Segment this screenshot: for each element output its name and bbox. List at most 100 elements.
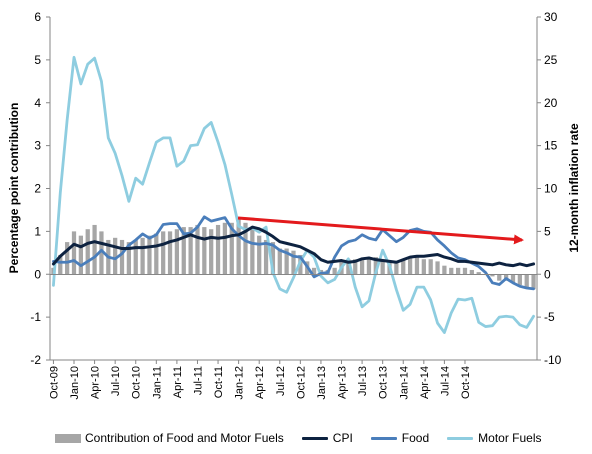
right-tick-label: -10 <box>544 353 562 367</box>
series-line-cpi <box>51 225 536 268</box>
contribution-bar <box>490 274 495 277</box>
contribution-bar <box>311 267 317 275</box>
contribution-bar <box>58 254 63 275</box>
contribution-bar <box>71 231 77 275</box>
contribution-bar <box>291 250 296 275</box>
legend-label: CPI <box>332 431 353 445</box>
series-line-motor-fuels <box>52 55 535 334</box>
contribution-bar <box>167 231 173 275</box>
contribution-bar <box>510 274 516 283</box>
right-tick-label: 25 <box>544 53 558 67</box>
x-tick-label: Jan-14 <box>398 366 410 400</box>
contribution-bar <box>380 259 385 275</box>
x-tick-label: Apr-12 <box>254 366 266 399</box>
legend-item-cpi: CPI <box>301 431 353 445</box>
x-tick-label: Oct-11 <box>213 366 225 398</box>
contribution-bar <box>222 222 228 275</box>
x-tick-label: Oct-13 <box>378 366 390 399</box>
contribution-bar <box>373 257 378 275</box>
x-tick-label: Jan-12 <box>234 366 246 400</box>
contribution-bar <box>92 224 97 275</box>
contribution-bar <box>236 218 241 275</box>
x-tick-label: Jan-13 <box>316 366 328 400</box>
x-tick-label: Apr-10 <box>90 366 102 399</box>
contribution-bar <box>195 224 200 275</box>
legend-item-motor-fuels: Motor Fuels <box>447 431 542 445</box>
contribution-bar <box>133 239 138 275</box>
contribution-bar <box>202 227 207 275</box>
legend-swatch-line <box>447 436 474 440</box>
contribution-bar <box>243 222 248 275</box>
legend-label: Food <box>401 431 430 445</box>
x-axis-ticks: Oct-09 Jan-10 Apr-10 Jul-10 Oct-10 Jan-11 Apr-… <box>48 359 537 400</box>
legend-swatch-bar <box>55 433 81 443</box>
x-tick-label: Apr-13 <box>337 366 349 399</box>
contribution-bar <box>407 257 413 275</box>
contribution-bar <box>455 267 461 275</box>
x-tick-label: Oct-12 <box>295 366 307 399</box>
x-tick-label: Jul-13 <box>357 366 369 396</box>
x-tick-label: Jul-10 <box>110 366 122 396</box>
contribution-bar <box>161 231 166 275</box>
contribution-bar <box>154 233 159 275</box>
contribution-bar <box>401 259 406 275</box>
left-tick-label: 0 <box>34 267 41 281</box>
right-tick-label: 15 <box>544 139 558 153</box>
left-tick-label: 3 <box>34 139 41 153</box>
contribution-bar <box>353 259 358 275</box>
legend-swatch-line <box>301 436 328 440</box>
contribution-bar <box>65 242 70 275</box>
left-tick-label: 2 <box>34 182 41 196</box>
x-tick-label: Jul-12 <box>275 366 287 396</box>
legend-label: Contribution of Food and Motor Fuels <box>85 431 284 445</box>
x-tick-label: Jul-14 <box>439 366 451 396</box>
legend-swatch-line <box>370 436 397 440</box>
contribution-bar <box>85 229 90 275</box>
contribution-bar <box>442 265 447 275</box>
contribution-bar <box>257 235 262 275</box>
x-tick-label: Apr-14 <box>419 366 431 399</box>
contribution-bar <box>174 229 180 275</box>
left-tick-label: 6 <box>34 10 41 24</box>
contribution-bar <box>126 242 131 275</box>
contribution-bar <box>113 237 118 275</box>
contribution-bar <box>140 237 145 275</box>
contribution-bar <box>476 272 481 275</box>
contribution-bar <box>449 267 454 275</box>
x-tick-label: Jan-10 <box>69 366 81 400</box>
left-tick-label: 4 <box>34 96 41 110</box>
contribution-bar <box>428 259 433 275</box>
left-axis-ticks: -2 -1 0 1 2 3 4 5 6 <box>30 10 50 367</box>
left-tick-label: 1 <box>34 224 41 238</box>
right-tick-label: 5 <box>544 224 551 238</box>
contribution-bar <box>209 229 214 275</box>
contribution-bar <box>229 222 234 275</box>
line-series-group <box>51 55 536 334</box>
contribution-bar <box>469 269 474 275</box>
contribution-bar <box>188 227 193 275</box>
legend-item-contribution: Contribution of Food and Motor Fuels <box>55 431 284 445</box>
contribution-bar <box>181 227 186 275</box>
axes <box>49 17 538 360</box>
left-axis-title: Percentage point contribution <box>7 103 21 274</box>
legend: Contribution of Food and Motor Fuels CPI… <box>55 430 560 446</box>
series-line-food <box>52 215 535 291</box>
contribution-bar <box>119 239 125 275</box>
contribution-bar <box>462 267 468 275</box>
trend-arrow <box>237 216 524 245</box>
legend-item-food: Food <box>370 431 430 445</box>
right-tick-label: 0 <box>544 267 551 281</box>
right-axis-title: 12-month inflation rate <box>567 123 581 253</box>
contribution-bar <box>284 248 289 275</box>
contribution-bar <box>435 261 440 275</box>
x-tick-label: Apr-11 <box>172 366 184 398</box>
left-tick-label: -1 <box>30 310 41 324</box>
right-axis-ticks: -10 -5 0 5 10 15 20 25 30 <box>537 10 562 367</box>
contribution-bar <box>421 259 426 275</box>
right-tick-label: 30 <box>544 10 558 24</box>
contribution-bar <box>332 267 337 275</box>
contribution-bar <box>394 261 399 275</box>
contribution-bar <box>99 231 104 275</box>
contribution-bar <box>531 274 536 290</box>
